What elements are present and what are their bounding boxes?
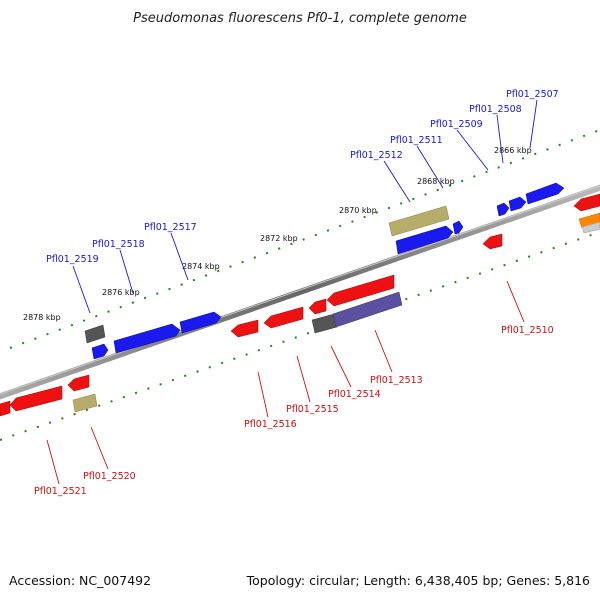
gene-arrow-forward[interactable] xyxy=(496,202,510,217)
gray-feature[interactable] xyxy=(84,324,106,344)
scale-ticks xyxy=(0,129,600,441)
gene-arrow-forward[interactable] xyxy=(91,343,109,360)
gene-arrow-reverse[interactable] xyxy=(482,233,503,250)
gene-label[interactable]: Pfl01_2511 xyxy=(390,135,443,146)
olive-feature[interactable] xyxy=(72,393,98,413)
kbp-label: 2878 kbp xyxy=(23,313,61,322)
gene-arrow-reverse[interactable] xyxy=(308,298,327,315)
gene-label[interactable]: Pfl01_2514 xyxy=(328,389,381,400)
gray-feature[interactable] xyxy=(311,313,338,334)
top-gene-labels: Pfl01_2507 Pfl01_2508 Pfl01_2509 Pfl01_2… xyxy=(46,89,559,265)
bottom-label-leaders xyxy=(46,280,525,485)
gene-arrow-reverse[interactable] xyxy=(67,374,90,392)
map-title: Pseudomonas fluorescens Pf0-1, complete … xyxy=(133,11,467,26)
kbp-label: 2870 kbp xyxy=(339,206,377,215)
gene-arrow-forward[interactable] xyxy=(525,182,565,205)
olive-feature[interactable] xyxy=(388,205,450,237)
kbp-label: 2872 kbp xyxy=(260,234,298,243)
gene-label[interactable]: Pfl01_2518 xyxy=(92,239,145,250)
accession-text: Accession: NC_007492 xyxy=(9,573,151,588)
gene-arrow-reverse[interactable] xyxy=(230,319,259,338)
kbp-label: 2876 kbp xyxy=(102,288,140,297)
bottom-gene-labels: Pfl01_2510 Pfl01_2513 Pfl01_2514 Pfl01_2… xyxy=(34,325,554,497)
gene-label[interactable]: Pfl01_2507 xyxy=(506,89,559,100)
gene-arrow-forward[interactable] xyxy=(508,196,527,212)
gene-arrow-reverse[interactable] xyxy=(0,400,11,417)
genome-summary-text: Topology: circular; Length: 6,438,405 bp… xyxy=(246,573,590,588)
orange-feature[interactable] xyxy=(578,212,600,229)
gene-label[interactable]: Pfl01_2510 xyxy=(501,325,554,336)
kbp-label: 2866 kbp xyxy=(494,146,532,155)
bottom-strand-genes xyxy=(0,193,600,417)
gene-label[interactable]: Pfl01_2509 xyxy=(430,119,483,130)
kbp-label: 2874 kbp xyxy=(182,262,220,271)
gene-arrow-forward[interactable] xyxy=(113,323,181,354)
outer-tick-row xyxy=(9,129,600,349)
gene-arrow-forward[interactable] xyxy=(179,311,222,334)
gene-arrow-forward[interactable] xyxy=(395,225,454,255)
top-label-leaders xyxy=(72,99,538,314)
scale-labels: 2866 kbp 2868 kbp 2870 kbp 2872 kbp 2874… xyxy=(23,146,532,322)
gene-arrow-forward[interactable] xyxy=(452,220,464,235)
purple-feature[interactable] xyxy=(332,291,403,328)
gene-arrow-reverse[interactable] xyxy=(573,193,600,212)
gene-arrow-reverse[interactable] xyxy=(263,306,304,329)
gene-label[interactable]: Pfl01_2508 xyxy=(469,104,522,115)
genome-backbone xyxy=(0,184,600,400)
top-strand-genes xyxy=(84,182,565,360)
gene-arrow-reverse[interactable] xyxy=(326,274,395,307)
gene-label[interactable]: Pfl01_2515 xyxy=(286,404,339,415)
gene-label[interactable]: Pfl01_2512 xyxy=(350,150,403,161)
gene-label[interactable]: Pfl01_2513 xyxy=(370,375,423,386)
gene-label[interactable]: Pfl01_2521 xyxy=(34,486,87,497)
gene-arrow-reverse[interactable] xyxy=(9,385,63,412)
light-gray-feature[interactable] xyxy=(581,221,600,234)
gene-label[interactable]: Pfl01_2517 xyxy=(144,222,197,233)
inner-tick-row xyxy=(0,231,600,441)
kbp-label: 2868 kbp xyxy=(417,177,455,186)
gene-label[interactable]: Pfl01_2520 xyxy=(83,471,136,482)
gene-label[interactable]: Pfl01_2516 xyxy=(244,419,297,430)
gene-label[interactable]: Pfl01_2519 xyxy=(46,254,99,265)
